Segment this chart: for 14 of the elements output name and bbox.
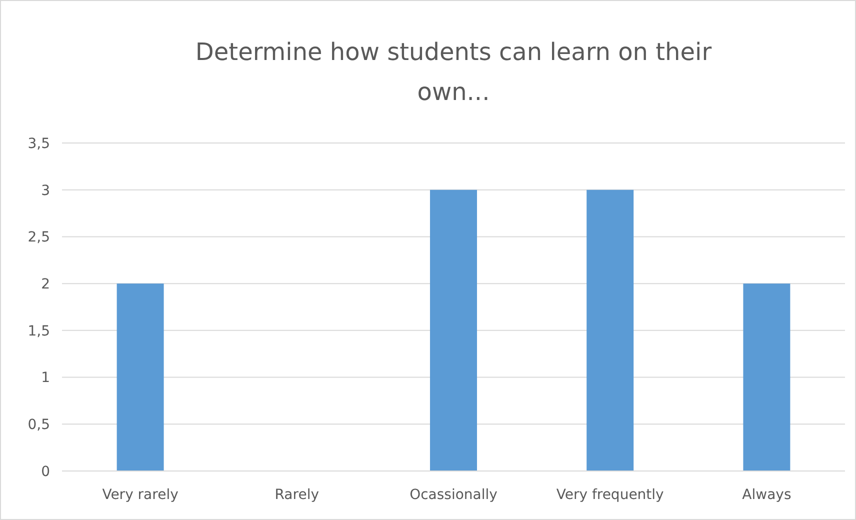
x-tick-label: Ocassionally bbox=[410, 487, 498, 503]
y-tick-label: 1,5 bbox=[28, 323, 50, 340]
x-tick-label: Very rarely bbox=[102, 487, 178, 503]
y-tick-label: 3,5 bbox=[28, 136, 50, 152]
y-tick-label: 0,5 bbox=[28, 417, 50, 434]
y-tick-label: 0 bbox=[41, 464, 50, 480]
x-tick-label: Rarely bbox=[274, 487, 320, 503]
x-tick-label: Very frequently bbox=[556, 487, 664, 503]
y-tick-label: 2 bbox=[41, 276, 50, 292]
chart-title: Determine how students can learn on their own... bbox=[195, 38, 712, 106]
y-tick-label: 1 bbox=[41, 370, 50, 386]
x-tick-label: Always bbox=[742, 487, 792, 503]
y-tick-label: 3 bbox=[41, 182, 50, 199]
y-tick-label: 2,5 bbox=[28, 230, 50, 246]
